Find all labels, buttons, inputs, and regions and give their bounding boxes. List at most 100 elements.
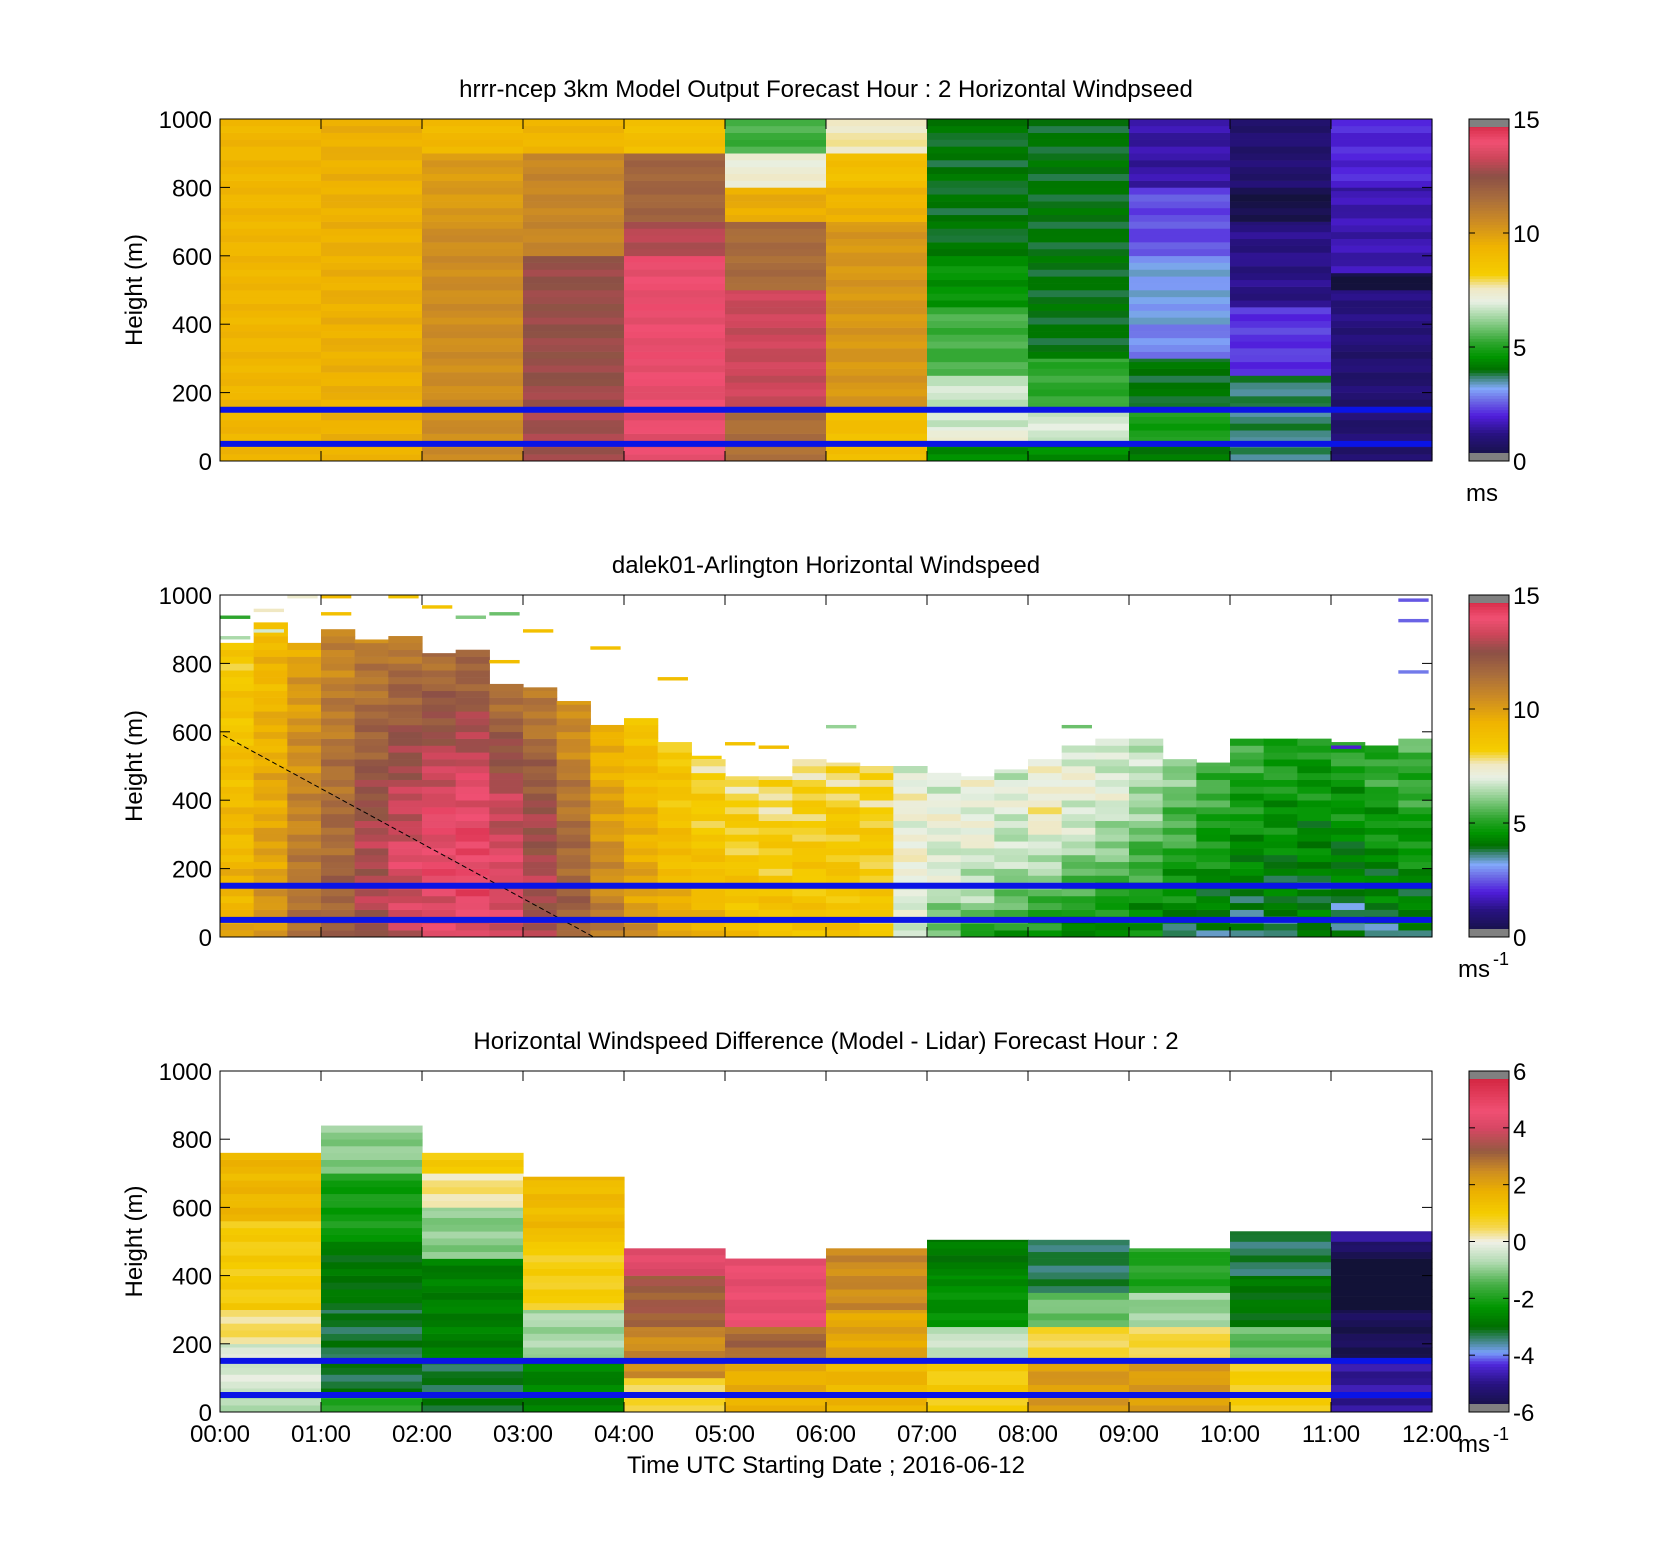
heatmap-cell bbox=[1331, 742, 1366, 746]
heatmap-cell bbox=[1196, 800, 1231, 808]
heatmap-cell bbox=[321, 1139, 423, 1147]
heatmap-cell bbox=[220, 1186, 322, 1195]
heatmap-cell bbox=[893, 861, 928, 869]
heatmap-cell bbox=[321, 146, 423, 154]
heatmap-cell bbox=[321, 248, 423, 257]
heatmap-cell bbox=[1263, 752, 1298, 760]
heatmap-cell bbox=[657, 827, 692, 835]
heatmap-cell bbox=[455, 704, 490, 712]
heatmap-cell bbox=[1196, 930, 1231, 938]
heatmap-cell bbox=[220, 854, 255, 863]
heatmap-cell bbox=[960, 854, 995, 863]
heatmap-cell bbox=[1095, 902, 1130, 910]
heatmap-cell bbox=[624, 875, 659, 883]
heatmap-cell bbox=[1129, 180, 1231, 188]
heatmap-cell bbox=[826, 1384, 928, 1392]
heatmap-cell bbox=[1028, 382, 1130, 390]
heatmap-cell bbox=[523, 433, 625, 441]
colorbar-swatch bbox=[1469, 138, 1509, 143]
heatmap-cell bbox=[287, 697, 322, 705]
heatmap-cell bbox=[1129, 166, 1231, 175]
colorbar-swatch bbox=[1469, 1255, 1509, 1260]
colorbar-swatch bbox=[1469, 1147, 1509, 1152]
colorbar-swatch bbox=[1469, 831, 1509, 835]
heatmap-cell bbox=[590, 813, 625, 822]
heatmap-cell bbox=[927, 180, 1029, 188]
heatmap-cell bbox=[893, 902, 928, 910]
heatmap-cell bbox=[1331, 1333, 1433, 1341]
heatmap-cell bbox=[1028, 786, 1063, 794]
heatmap-cell bbox=[1129, 201, 1231, 209]
heatmap-cell bbox=[624, 358, 726, 366]
heatmap-cell bbox=[927, 399, 1029, 407]
heatmap-cell bbox=[792, 807, 827, 815]
heatmap-cell bbox=[826, 132, 928, 140]
heatmap-cell bbox=[489, 766, 524, 774]
colorbar-swatch bbox=[1469, 136, 1509, 140]
heatmap-cell bbox=[1230, 125, 1332, 133]
heatmap-cell bbox=[1230, 1405, 1332, 1413]
heatmap-cell bbox=[1230, 225, 1332, 233]
heatmap-cell bbox=[960, 909, 995, 917]
heatmap-cell bbox=[1331, 1364, 1433, 1372]
heatmap-cell bbox=[590, 724, 625, 733]
heatmap-cell bbox=[321, 649, 356, 657]
heatmap-cell bbox=[1331, 272, 1433, 277]
heatmap-cell bbox=[287, 649, 322, 657]
heatmap-cell bbox=[321, 1347, 423, 1355]
heatmap-cell bbox=[422, 738, 457, 746]
heatmap-cell bbox=[220, 1374, 322, 1382]
heatmap-cell bbox=[321, 399, 423, 407]
colorbar-swatch bbox=[1469, 1304, 1509, 1308]
heatmap-cell bbox=[1162, 813, 1197, 822]
heatmap-cell bbox=[725, 1340, 827, 1348]
colorbar-swatch bbox=[1469, 315, 1509, 319]
heatmap-cell bbox=[1061, 895, 1096, 904]
heatmap-cell bbox=[1028, 187, 1130, 195]
heatmap-cell bbox=[220, 772, 255, 780]
heatmap-cell bbox=[1331, 848, 1366, 856]
heatmap-cell bbox=[321, 1173, 423, 1181]
heatmap-cell bbox=[455, 663, 490, 671]
heatmap-cell bbox=[826, 1289, 928, 1297]
heatmap-cell bbox=[220, 372, 322, 380]
heatmap-cell bbox=[792, 779, 827, 787]
heatmap-cell bbox=[826, 772, 861, 780]
heatmap-cell bbox=[624, 1405, 726, 1413]
heatmap-cell bbox=[422, 310, 524, 318]
heatmap-cell bbox=[994, 930, 1029, 938]
heatmap-cell bbox=[927, 279, 1029, 287]
colorbar-swatch bbox=[1469, 825, 1509, 830]
heatmap-fragment bbox=[253, 608, 284, 613]
heatmap-cell bbox=[826, 1268, 928, 1276]
heatmap-cell bbox=[321, 711, 356, 719]
heatmap-cell bbox=[1196, 766, 1231, 774]
heatmap-cell bbox=[220, 317, 322, 325]
heatmap-cell bbox=[321, 923, 356, 931]
colorbar-swatch bbox=[1469, 785, 1509, 790]
heatmap-cell bbox=[725, 433, 827, 441]
heatmap-cell bbox=[725, 180, 827, 188]
heatmap-cell bbox=[422, 1244, 524, 1253]
colorbar-swatch bbox=[1469, 1323, 1509, 1328]
heatmap-cell bbox=[994, 779, 1029, 787]
heatmap-cell bbox=[455, 820, 490, 828]
heatmap-cell bbox=[1230, 759, 1265, 767]
heatmap-cell bbox=[321, 677, 356, 685]
heatmap-cell bbox=[826, 889, 861, 897]
colorbar-swatch bbox=[1469, 224, 1509, 228]
heatmap-cell bbox=[388, 711, 423, 719]
x-tick-label: 10:00 bbox=[1200, 1421, 1260, 1448]
heatmap-cell bbox=[826, 194, 928, 202]
heatmap-cell bbox=[556, 848, 591, 856]
heatmap-cell bbox=[1297, 868, 1332, 876]
heatmap-cell bbox=[725, 242, 827, 250]
heatmap-cell bbox=[523, 1302, 625, 1310]
heatmap-cell bbox=[489, 724, 524, 733]
colorbar-swatch bbox=[1469, 1241, 1509, 1245]
colorbar-swatch bbox=[1469, 1278, 1509, 1282]
heatmap-cell bbox=[1331, 766, 1366, 774]
colorbar-swatch bbox=[1469, 418, 1509, 422]
